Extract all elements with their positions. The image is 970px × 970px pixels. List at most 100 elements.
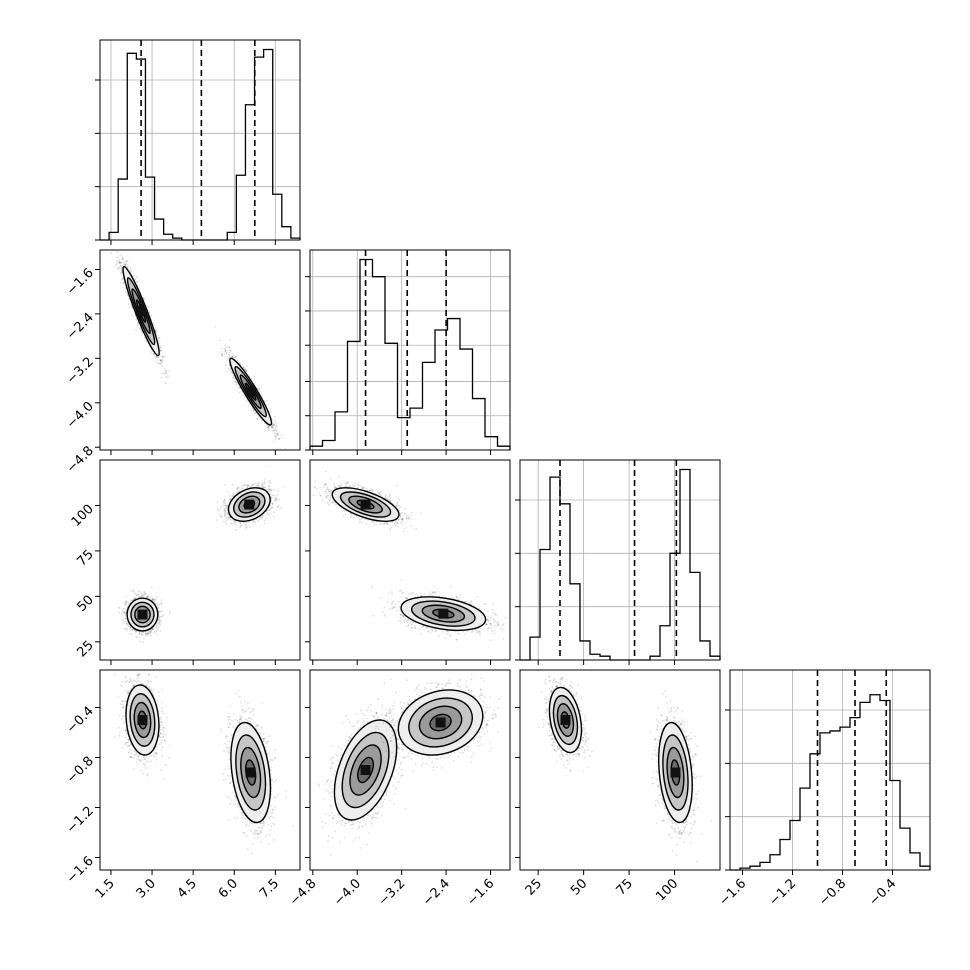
sample-point [161,615,164,618]
sample-point [232,377,235,379]
sample-point [147,595,149,598]
sample-point [117,267,120,270]
sample-point [116,263,118,266]
sample-point [130,306,133,308]
sample-point [245,365,248,368]
sample-point [161,356,164,359]
sample-point [123,281,125,284]
sample-point [129,627,132,630]
histogram-grid [730,670,930,870]
sample-point [147,632,150,635]
sample-point [223,353,226,355]
sample-point [120,273,122,275]
sample-point [234,378,236,380]
sample-point [117,259,120,261]
sample-point [149,630,152,633]
sample-point [147,632,150,635]
sample-point [273,434,276,437]
sample-point [125,612,127,615]
sample-point [235,356,237,359]
sample-point [159,625,161,627]
sample-point [267,429,270,432]
sample-point [116,251,119,254]
sample-point [134,597,137,599]
sample-point [225,352,228,355]
sample-point [125,259,128,262]
sample-point [153,631,156,634]
sample-point [145,596,148,599]
sample-point [164,382,167,384]
sample-point [118,261,121,263]
sample-point [140,595,142,598]
sample-point [226,359,229,361]
sample-point [151,627,154,630]
sample-point [126,605,129,608]
sample-point [271,421,274,424]
sample-point [155,361,158,364]
sample-point [152,598,154,601]
sample-point [258,388,261,390]
sample-point [155,596,158,599]
sample-point [273,431,276,434]
sample-point [124,264,127,267]
sample-point [157,363,159,365]
sample-point [266,424,268,427]
sample-point [276,432,279,435]
sample-point [151,599,154,601]
panel-content [118,464,285,644]
sample-point [230,370,233,373]
sample-point [127,303,130,305]
sample-point [276,434,279,437]
sample-point [128,305,131,308]
sample-point [274,437,277,440]
sample-point [120,261,123,264]
sample-point [160,349,162,352]
sample-point [221,354,224,357]
sample-point [125,291,127,293]
sample-point [142,297,145,299]
sample-point [122,282,124,285]
sample-point [117,247,119,249]
histogram-grid [100,40,300,240]
sample-point [113,245,115,247]
sample-point [106,231,108,233]
sample-point [276,433,279,436]
sample-point [124,264,126,266]
sample-point [151,598,154,601]
sample-point [245,400,248,402]
sample-point [159,610,162,613]
sample-point [144,593,146,595]
sample-point [274,429,277,432]
sample-point [136,276,139,279]
sample-point [161,355,164,358]
sample-point [246,370,248,373]
sample-point [271,419,274,421]
y-tick-label: −3.2 [64,355,97,388]
sample-point [267,427,270,430]
sample-point [139,640,141,643]
sample-point [158,620,161,623]
sample-point [150,629,153,632]
sample-point [150,586,153,589]
sample-point [110,252,112,255]
sample-point [272,424,275,427]
sample-point [136,281,139,283]
sample-point [143,637,145,640]
y-tick-label: −2.4 [64,310,97,343]
sample-point [123,612,126,615]
sample-point [149,634,152,637]
sample-point [126,622,128,624]
sample-point [119,254,122,256]
sample-point [278,438,281,441]
sample-point [242,394,245,396]
sample-point [157,623,160,626]
scatter-frame [99,249,301,451]
sample-point [228,356,231,359]
sample-point [258,387,261,390]
sample-point [130,270,133,273]
sample-point [144,340,147,343]
sample-point [138,632,141,635]
sample-point [140,595,143,598]
sample-point [154,326,157,329]
sample-point [231,356,234,358]
